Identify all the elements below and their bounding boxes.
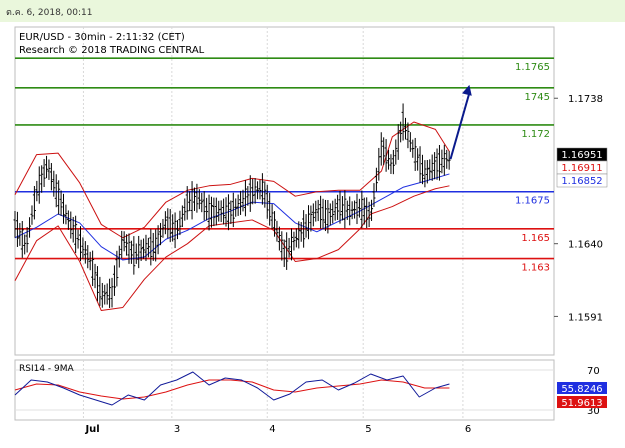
level-label: 1.1765 [515, 62, 550, 73]
rsi-series-group: 70 30 [14, 366, 600, 417]
rsi-y-tick-label: 30 [587, 406, 600, 417]
rsi-ma-line [14, 379, 450, 400]
y-tick-label: 1.1738 [568, 94, 603, 105]
rsi-line [14, 371, 450, 406]
y-tick-label: 1.1591 [568, 312, 603, 323]
level-label: 1.163 [521, 263, 550, 274]
x-tick-label: 4 [269, 424, 275, 435]
forecast-arrow-head [462, 84, 472, 96]
rsi-value-label: 55.8246 [561, 384, 602, 395]
level-label: 1.1675 [515, 196, 550, 207]
x-tick-label: Jul [84, 424, 99, 435]
level-label: 1745 [525, 92, 550, 103]
x-tick-label: 3 [174, 424, 180, 435]
chart-subtitle: Research © 2018 TRADING CENTRAL [19, 45, 205, 56]
chart-title: EUR/USD - 30min - 2:11:32 (CET) [19, 32, 185, 43]
timestamp-label: ต.ค. 6, 2018, 00:11 [6, 8, 93, 18]
price-tags: 1.16951 1.16911 1.16852 55.8246 51.9613 [556, 147, 608, 409]
window-header: ต.ค. 6, 2018, 00:11 [0, 0, 625, 22]
x-axis: Jul 3 4 5 6 [84, 424, 471, 435]
rsi-ma-value-tag [557, 396, 607, 408]
price-series-group [13, 84, 472, 311]
level-label: 1.172 [521, 129, 550, 140]
price-tag-box [556, 173, 608, 188]
rsi-ma-value-label: 51.9613 [561, 398, 602, 409]
rsi-y-tick-label: 70 [587, 366, 600, 377]
rsi-value-tag [557, 382, 607, 394]
price-tag-label: 1.16911 [561, 163, 602, 174]
x-tick-label: 5 [365, 424, 371, 435]
x-tick-label: 6 [465, 424, 471, 435]
level-label: 1.165 [521, 233, 550, 244]
price-tag-label: 1.16852 [561, 176, 602, 187]
y-axis: 1.1738 1.1640 1.1591 [554, 94, 603, 323]
bollinger-upper-line [14, 121, 450, 239]
y-tick-label: 1.1640 [568, 240, 603, 251]
price-tag-label: 1.16951 [561, 150, 602, 161]
forecast-arrow-line [449, 92, 471, 160]
rsi-panel-title: RSI14 - 9MA [19, 364, 75, 374]
rsi-panel-frame [14, 359, 555, 421]
bollinger-lower-line [14, 185, 450, 311]
